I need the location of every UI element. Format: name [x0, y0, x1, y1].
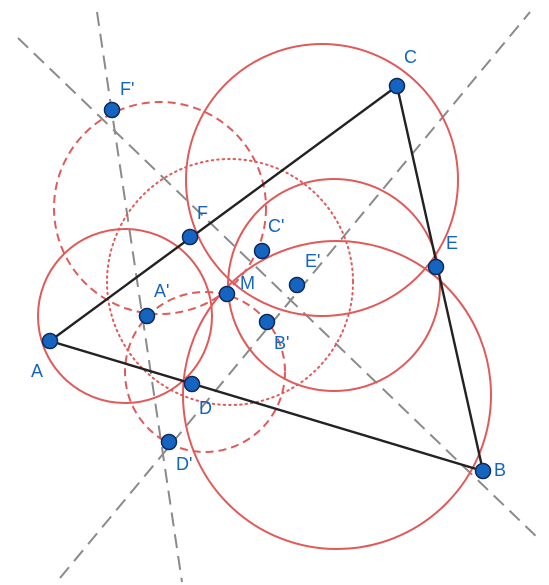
point-c[interactable]: C	[388, 47, 418, 95]
side-ca	[48, 84, 399, 343]
point-e-marker[interactable]	[427, 258, 445, 276]
point-e-prime[interactable]: E'	[288, 251, 321, 294]
point-d-marker[interactable]	[183, 375, 201, 393]
circle-cme	[185, 43, 459, 317]
guide-line-through-f-prime	[17, 37, 541, 541]
point-f-label: F	[197, 203, 208, 223]
circle-mfe	[227, 178, 441, 392]
point-b-prime[interactable]: B'	[258, 313, 290, 354]
point-c-prime[interactable]: C'	[253, 216, 285, 260]
point-a-prime-marker[interactable]	[138, 307, 156, 325]
point-d-prime-label: D'	[176, 454, 192, 474]
point-e-label: E	[446, 233, 458, 253]
side-bc	[395, 84, 485, 473]
point-c-marker[interactable]	[388, 77, 406, 95]
point-e-prime-label: E'	[305, 251, 320, 271]
point-f-prime-label: F'	[120, 79, 134, 99]
circle-nine-point	[106, 158, 354, 406]
point-a[interactable]: A	[31, 332, 59, 382]
point-d-label: D	[199, 398, 212, 418]
point-f[interactable]: F	[181, 203, 209, 246]
point-a-label: A	[31, 361, 43, 381]
point-f-prime-marker[interactable]	[103, 101, 121, 119]
point-c-label: C	[404, 47, 417, 67]
point-b-label: B	[494, 460, 506, 480]
point-d-prime-marker[interactable]	[160, 433, 178, 451]
point-a-prime-label: A'	[154, 281, 169, 301]
point-m-label: M	[240, 273, 255, 293]
point-e-prime-marker[interactable]	[288, 276, 306, 294]
point-b-prime-label: B'	[274, 333, 289, 353]
guide-lines	[17, 11, 541, 583]
point-a-marker[interactable]	[41, 332, 59, 350]
points: A B C D E F M A'	[31, 47, 506, 480]
point-c-prime-marker[interactable]	[253, 242, 271, 260]
circle-d-prime	[124, 291, 286, 453]
circle-f-prime	[53, 101, 267, 315]
point-m-marker[interactable]	[218, 285, 236, 303]
point-e[interactable]: E	[427, 233, 459, 276]
point-a-prime[interactable]: A'	[138, 281, 170, 325]
circle-amf	[37, 228, 213, 404]
point-f-marker[interactable]	[181, 228, 199, 246]
side-ab	[48, 339, 485, 473]
guide-line-through-b-prime	[59, 11, 531, 579]
point-c-prime-label: C'	[268, 216, 284, 236]
point-d-prime[interactable]: D'	[160, 433, 193, 475]
point-d[interactable]: D	[183, 375, 213, 419]
point-b[interactable]: B	[474, 460, 507, 480]
point-b-marker[interactable]	[474, 462, 492, 480]
point-f-prime[interactable]: F'	[103, 79, 135, 119]
triangle-abc	[48, 84, 485, 473]
circles	[37, 43, 492, 550]
point-m[interactable]: M	[218, 273, 256, 303]
point-b-prime-marker[interactable]	[258, 313, 276, 331]
